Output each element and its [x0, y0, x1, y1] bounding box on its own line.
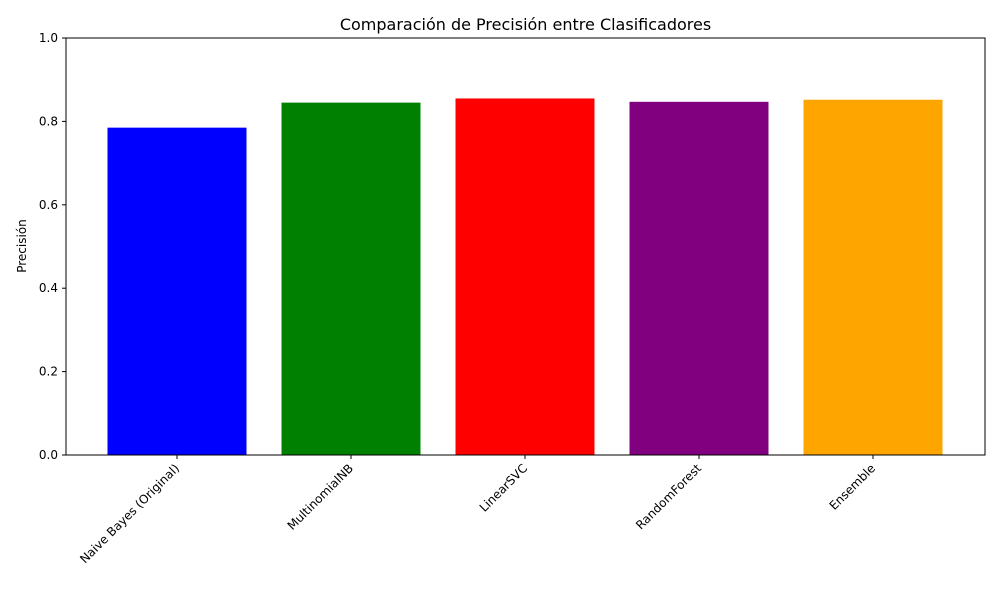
- y-tick-label-2: 0.4: [39, 281, 58, 295]
- bar-0: [108, 128, 247, 455]
- bar-2: [456, 98, 595, 455]
- y-axis-label: Precisión: [15, 219, 29, 273]
- x-tick-label-1: MultinomialNB: [285, 461, 357, 533]
- y-axis-ticks: 0.0 0.2 0.4 0.6 0.8 1.0: [39, 31, 66, 462]
- x-tick-label-4: Ensemble: [827, 461, 879, 513]
- y-tick-label-1: 0.2: [39, 365, 58, 379]
- x-tick-label-0: Naive Bayes (Original): [77, 461, 182, 566]
- x-axis-ticks: Naive Bayes (Original) MultinomialNB Linea…: [77, 455, 878, 566]
- x-tick-label-2: LinearSVC: [477, 461, 530, 514]
- y-tick-label-4: 0.8: [39, 114, 58, 128]
- bars-group: [108, 98, 943, 455]
- y-tick-label-3: 0.6: [39, 198, 58, 212]
- y-tick-label-5: 1.0: [39, 31, 58, 45]
- bar-1: [282, 103, 421, 455]
- y-tick-label-0: 0.0: [39, 448, 58, 462]
- x-tick-label-3: RandomForest: [633, 461, 704, 532]
- bar-4: [804, 100, 943, 455]
- chart-title: Comparación de Precisión entre Clasifica…: [340, 15, 711, 34]
- bar-3: [630, 102, 769, 455]
